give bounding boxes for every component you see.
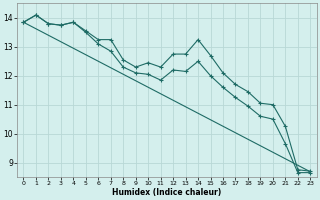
X-axis label: Humidex (Indice chaleur): Humidex (Indice chaleur)	[112, 188, 221, 197]
